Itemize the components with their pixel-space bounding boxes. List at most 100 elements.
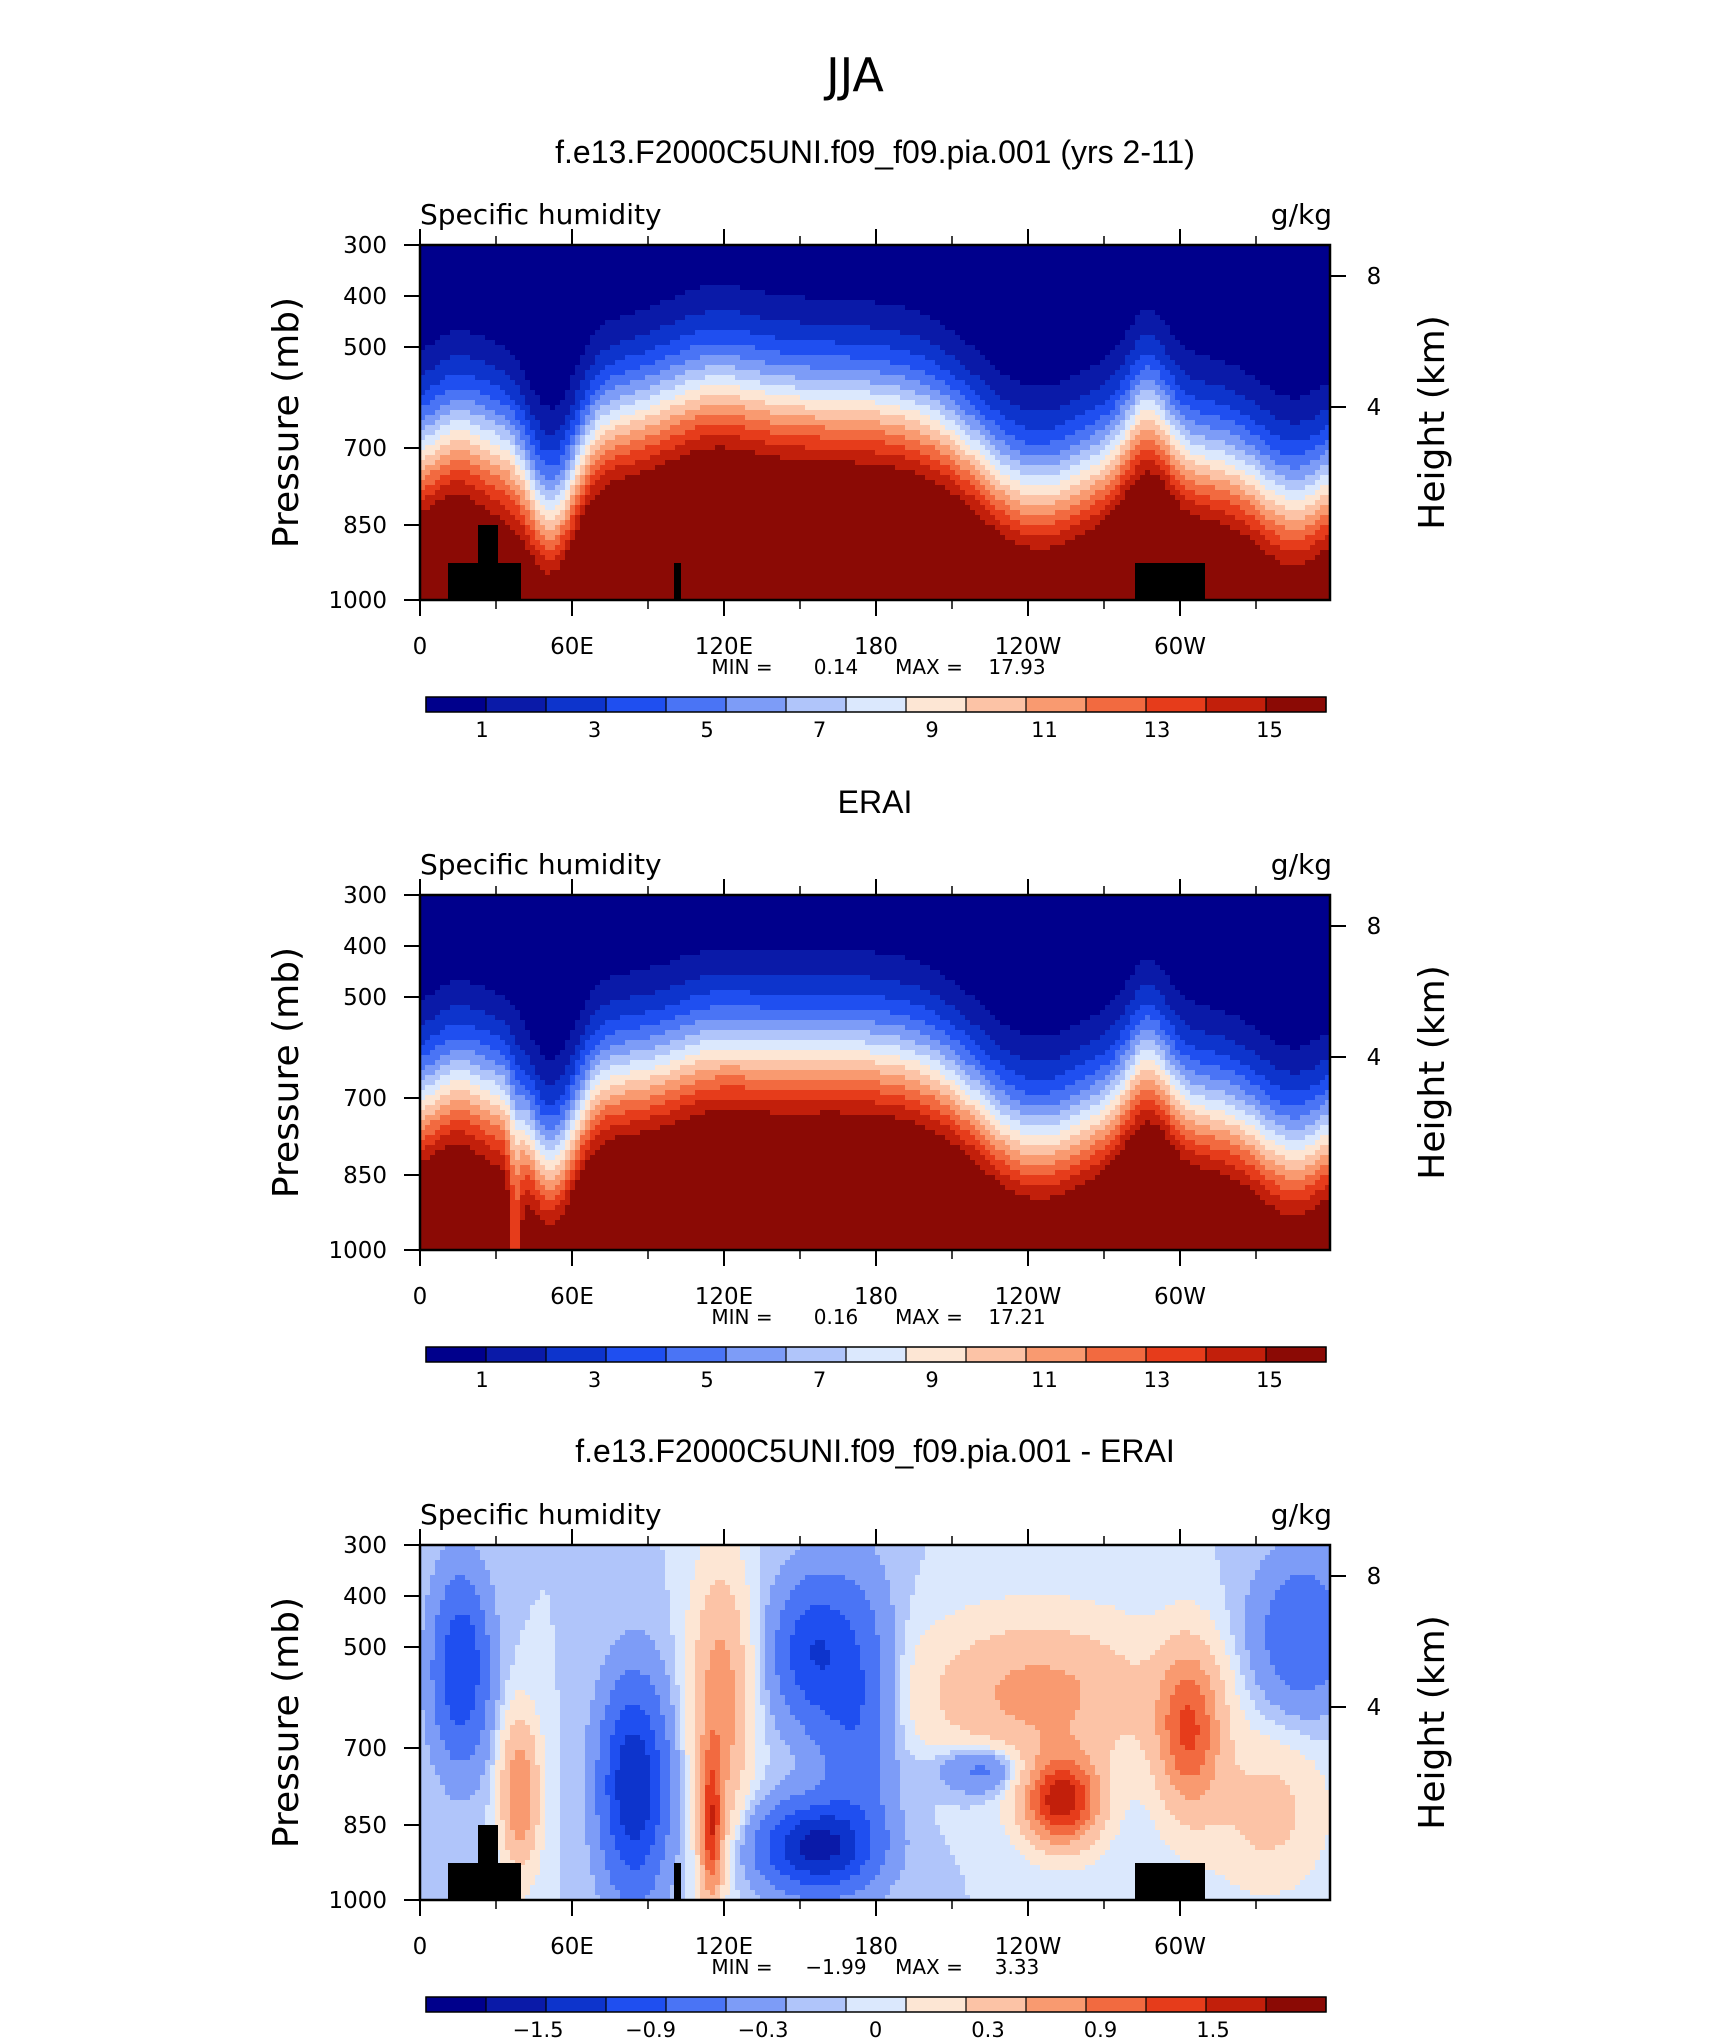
colorbar-segment [966,697,1027,712]
field-cell [1230,1660,1241,1666]
left-subtitle: Specific humidity [420,848,662,881]
field-cell [420,935,1330,941]
field-cell [1010,1775,1016,1781]
field-cell [1100,1120,1111,1126]
field-cell [745,1655,756,1661]
field-cell [555,1630,626,1636]
field-cell [950,1095,961,1101]
field-cell [955,1050,971,1056]
field-cell [1070,455,1091,461]
plot-area [420,1545,1330,1900]
field-cell [1225,1640,1236,1646]
field-cell [580,1040,586,1046]
field-cell [580,520,986,526]
field-cell [1190,1080,1231,1086]
field-cell [1075,1790,1086,1796]
field-cell [480,1670,491,1676]
field-cell [440,1775,481,1781]
field-cell [1240,530,1261,536]
field-cell [1210,475,1241,481]
field-cell [1060,490,1081,496]
field-cell [570,1035,581,1041]
field-cell [1320,1145,1330,1151]
field-cell [930,465,951,471]
field-cell [840,1720,861,1726]
field-cell [960,1055,976,1061]
field-cell [1170,1050,1181,1056]
field-cell [615,1135,946,1141]
field-cell [1195,1130,1231,1136]
field-cell [1170,410,1181,416]
field-cell [600,1730,616,1736]
field-cell [905,375,936,381]
field-cell [485,335,591,341]
field-cell [1305,515,1321,521]
field-cell [750,1600,761,1606]
field-cell [490,1670,501,1676]
field-cell [1135,1035,1161,1041]
field-cell [715,1075,746,1081]
field-cell [965,490,981,496]
field-cell [550,405,556,411]
field-cell [670,405,701,411]
min-label: MIN = [711,655,772,679]
field-cell [1000,460,1021,466]
field-cell [1245,490,1261,496]
field-cell [1250,430,1271,436]
field-cell [915,1580,1221,1586]
field-cell [1245,1045,1291,1051]
field-cell [465,480,486,486]
field-cell [995,420,1016,426]
field-cell [585,1030,596,1036]
field-cell [975,345,1116,351]
field-cell [620,1100,666,1106]
field-cell [435,1150,476,1156]
field-cell [525,1020,576,1026]
field-cell [505,1185,511,1191]
field-cell [570,510,576,516]
field-cell [490,450,511,456]
field-cell [1055,1170,1081,1176]
field-cell [480,1065,506,1071]
field-cell [420,270,1330,276]
field-cell [580,440,586,446]
field-cell [585,505,971,511]
field-cell [755,345,891,351]
field-cell [1130,460,1141,466]
field-cell [755,1795,766,1801]
field-cell [1160,360,1176,366]
field-cell [1105,1135,1116,1141]
field-cell [1265,1185,1281,1191]
field-cell [670,1070,696,1076]
colorbar-label: 1 [475,1368,488,1392]
field-cell [585,1085,591,1091]
field-cell [755,1770,766,1776]
field-cell [755,1775,766,1781]
field-cell [475,1700,486,1706]
field-cell [1220,1675,1236,1681]
field-cell [1280,1195,1311,1201]
field-cell [1315,1685,1330,1691]
field-cell [510,495,521,501]
field-cell [1105,435,1116,441]
field-cell [1010,1125,1071,1131]
field-cell [1005,1090,1026,1096]
field-cell [1090,475,1106,481]
field-cell [745,1570,761,1576]
field-cell [1160,1755,1176,1761]
field-cell [1125,450,1131,456]
field-cell [1080,370,1116,376]
field-cell [490,495,511,501]
field-cell [470,450,491,456]
field-cell [570,515,576,521]
field-cell [920,1060,941,1066]
field-cell [470,1145,491,1151]
field-cell [1070,1780,1081,1786]
field-cell [1170,445,1176,451]
field-cell [1040,1745,1081,1751]
field-cell [485,1010,521,1016]
field-cell [980,1070,996,1076]
field-cell [650,1755,661,1761]
field-cell [485,480,506,486]
field-cell [780,1735,811,1741]
